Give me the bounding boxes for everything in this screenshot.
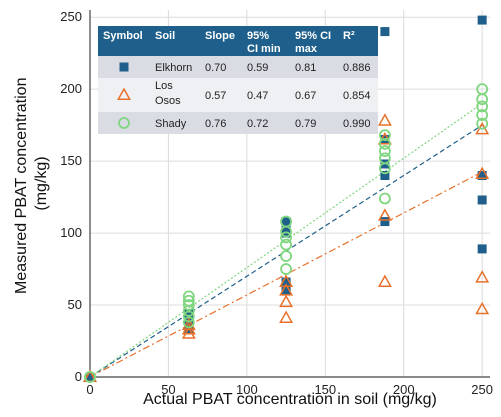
point-elkhorn — [477, 244, 487, 254]
table-cell-value: 0.72 — [247, 118, 268, 130]
point-los-osos — [377, 274, 392, 287]
y-tick-label: 250 — [60, 9, 82, 24]
point-shady — [182, 299, 195, 311]
point-shady — [182, 316, 195, 329]
point-los-osos — [279, 294, 294, 308]
y-axis-title: Measured PBAT concentration (mg/kg) — [13, 73, 50, 294]
point-shady — [182, 294, 195, 307]
point-los-osos — [181, 321, 196, 335]
table-cell-value: 0.886 — [343, 62, 371, 74]
table-cell-soil: Shady — [155, 118, 187, 130]
point-shady — [476, 109, 489, 121]
data-points-layer — [83, 15, 490, 383]
point-elkhorn — [477, 15, 487, 25]
point-los-osos — [475, 270, 490, 283]
y-axis-title-line-1: Measured PBAT concentration — [13, 78, 30, 294]
point-shady — [280, 238, 292, 251]
point-elkhorn — [85, 372, 95, 382]
point-los-osos — [377, 113, 392, 126]
point-los-osos — [279, 310, 294, 323]
y-axis-title-line-2: (mg/kg) — [33, 156, 50, 210]
point-shady — [476, 117, 489, 130]
x-tick-label: 0 — [86, 382, 93, 397]
table-header-bg — [98, 26, 378, 56]
point-elkhorn — [380, 171, 390, 181]
point-los-osos — [279, 283, 294, 296]
point-elkhorn — [281, 277, 291, 287]
point-elkhorn — [380, 27, 390, 37]
table-header-cell: max — [295, 43, 318, 55]
point-shady — [476, 83, 489, 96]
x-tick-label: 100 — [236, 382, 258, 397]
x-tick-label: 150 — [314, 382, 336, 397]
point-elkhorn — [477, 195, 487, 205]
table-cell-value: 0.59 — [247, 62, 268, 74]
table-header-cell: Slope — [205, 30, 235, 42]
y-tick-label: 100 — [60, 225, 82, 240]
point-shady — [280, 231, 292, 244]
table-cell-value: 0.854 — [343, 90, 371, 102]
table-header-cell: 95% — [247, 30, 269, 42]
point-shady — [379, 137, 391, 150]
legend-symbol-shady — [118, 117, 130, 129]
y-tick-label: 150 — [60, 153, 82, 168]
table-cell-value: 0.57 — [205, 90, 226, 102]
table-cell-soil: Los — [155, 80, 173, 92]
y-tick-label: 0 — [75, 369, 82, 384]
table-header-cell: 95% CI — [295, 30, 331, 42]
table-cell-value: 0.47 — [247, 90, 268, 102]
x-axis-title: Actual PBAT concentration in soil (mg/kg… — [143, 391, 437, 408]
table-cell-soil: Osos — [155, 95, 181, 107]
table-cell-value: 0.79 — [295, 118, 316, 130]
point-los-osos — [279, 274, 294, 287]
point-shady — [379, 152, 391, 165]
tick-labels-layer: 0 50 100 150 200 250 0 50 100 150 200 250 — [60, 9, 493, 397]
point-shady — [280, 250, 292, 263]
axes-layer — [89, 10, 490, 378]
point-shady — [280, 263, 292, 275]
table-row-bg — [98, 112, 378, 134]
point-los-osos — [475, 166, 490, 180]
point-los-osos — [181, 317, 196, 331]
point-elkhorn — [184, 320, 194, 330]
y-tick-label: 200 — [60, 81, 82, 96]
table-cell-soil: Elkhorn — [155, 62, 192, 74]
x-tick-label: 200 — [393, 382, 415, 397]
legend-symbol-los-osos — [117, 87, 131, 100]
point-shady — [182, 290, 195, 303]
point-shady — [182, 310, 195, 323]
table-cell-value: 0.990 — [343, 118, 371, 130]
point-shady — [379, 129, 391, 142]
table-cell-value: 0.67 — [295, 90, 316, 102]
table-header-cell: CI min — [247, 43, 281, 55]
table-row-bg — [98, 78, 378, 112]
point-los-osos — [181, 326, 196, 339]
point-shady — [280, 215, 292, 228]
table-cell-value: 0.70 — [205, 62, 226, 74]
point-elkhorn — [281, 217, 291, 227]
point-los-osos — [377, 208, 392, 221]
point-shady — [379, 192, 391, 205]
x-tick-label: 250 — [471, 382, 493, 397]
table-header-cell: R² — [343, 30, 355, 42]
point-los-osos — [475, 301, 490, 315]
table-header-cell: Soil — [155, 30, 175, 42]
table-row-bg — [98, 56, 378, 78]
point-shady — [476, 100, 489, 113]
table-header-cell: Symbol — [103, 30, 143, 42]
point-elkhorn — [184, 309, 194, 319]
table-cell-value: 0.81 — [295, 62, 316, 74]
y-tick-label: 50 — [68, 297, 82, 312]
legend-symbol-elkhorn — [119, 62, 129, 72]
table-cell-value: 0.76 — [205, 118, 226, 130]
point-elkhorn — [477, 171, 487, 181]
point-shady — [379, 145, 391, 157]
x-tick-label: 50 — [161, 382, 175, 397]
point-elkhorn — [380, 217, 390, 227]
point-shady — [84, 371, 96, 383]
